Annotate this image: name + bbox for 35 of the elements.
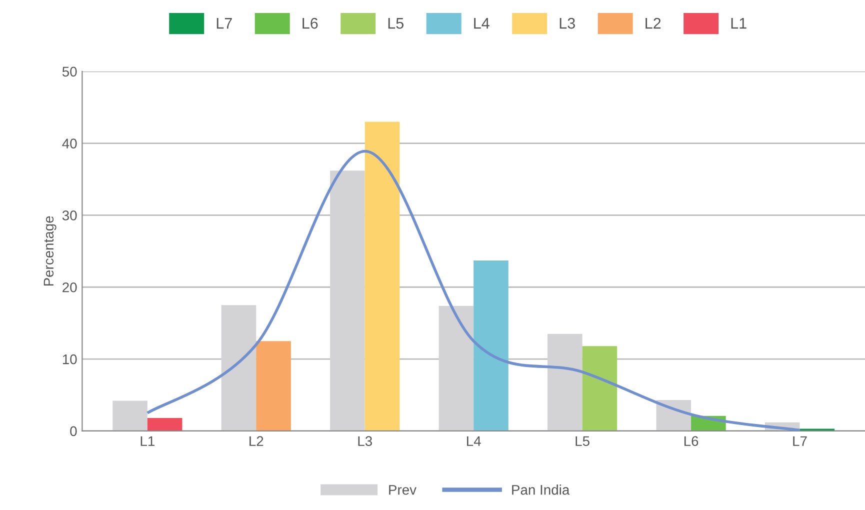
bar xyxy=(438,306,474,431)
legend-label: L4 xyxy=(474,18,490,29)
bar xyxy=(582,346,618,431)
x-tick-label: L2 xyxy=(250,436,264,446)
x-tick-label: L4 xyxy=(467,436,481,446)
x-tick-label: L7 xyxy=(793,436,807,446)
bar xyxy=(147,418,182,431)
bar xyxy=(330,170,365,431)
y-tick-label: 40 xyxy=(62,138,77,148)
y-tick-label: 0 xyxy=(70,426,77,436)
legend-label: L1 xyxy=(731,18,746,29)
x-tick-label: L1 xyxy=(140,436,154,446)
legend-label: Pan India xyxy=(512,484,570,495)
bar xyxy=(364,122,400,431)
y-axis-title: Percentage xyxy=(44,216,56,286)
bar xyxy=(112,400,148,431)
bar xyxy=(221,305,256,431)
legend-label: L2 xyxy=(646,18,661,29)
legend-label: L7 xyxy=(216,18,232,29)
bar xyxy=(656,400,692,431)
legend-label: Prev xyxy=(389,485,416,495)
legend-label: L3 xyxy=(560,18,575,29)
y-tick-label: 10 xyxy=(62,354,77,364)
y-tick-label: 30 xyxy=(62,210,77,220)
bar xyxy=(256,341,291,431)
legend-label: L5 xyxy=(388,18,404,29)
bar xyxy=(548,334,582,431)
line-series xyxy=(146,150,802,431)
x-tick-label: L3 xyxy=(358,436,372,446)
y-tick-label: 50 xyxy=(62,66,77,77)
x-tick-label: L6 xyxy=(684,436,698,446)
bar xyxy=(474,260,508,431)
x-tick-label: L5 xyxy=(576,436,590,446)
legend-label: L6 xyxy=(302,18,318,29)
y-tick-label: 20 xyxy=(62,282,77,292)
